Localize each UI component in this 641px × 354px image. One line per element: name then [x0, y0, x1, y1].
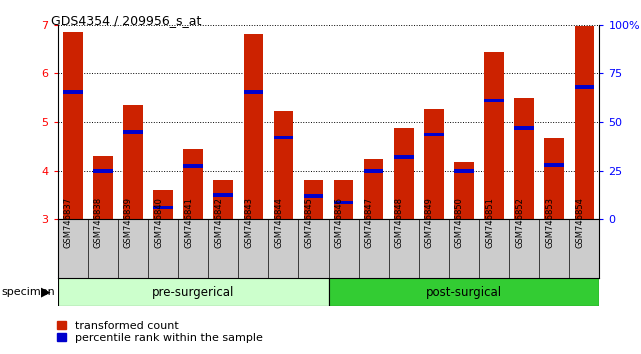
Text: ▶: ▶ [41, 286, 51, 298]
Bar [183, 149, 203, 219]
Text: GSM746837: GSM746837 [63, 197, 72, 248]
Bar [123, 105, 143, 219]
Text: GSM746851: GSM746851 [485, 197, 494, 248]
Bar [93, 156, 113, 219]
Bar [544, 138, 564, 219]
Bar [304, 194, 323, 198]
Bar [123, 130, 143, 133]
Bar [394, 129, 413, 219]
Legend: transformed count, percentile rank within the sample: transformed count, percentile rank withi… [57, 321, 262, 343]
Bar [153, 190, 173, 219]
Text: GSM746853: GSM746853 [545, 197, 554, 248]
Text: GSM746842: GSM746842 [214, 197, 223, 248]
Bar [93, 169, 113, 172]
Text: pre-surgerical: pre-surgerical [152, 286, 235, 298]
Text: GSM746848: GSM746848 [395, 197, 404, 248]
Bar [213, 179, 233, 219]
Text: GSM746846: GSM746846 [335, 197, 344, 248]
Text: post-surgical: post-surgical [426, 286, 502, 298]
Bar [454, 162, 474, 219]
Bar [424, 133, 444, 136]
Text: GSM746849: GSM746849 [425, 197, 434, 248]
Bar [274, 136, 293, 139]
Bar [334, 179, 353, 219]
Bar [304, 179, 323, 219]
Bar [424, 108, 444, 219]
Bar [63, 32, 83, 219]
Bar [244, 34, 263, 219]
Text: GSM746844: GSM746844 [274, 197, 283, 248]
Bar [213, 193, 233, 197]
Text: GSM746845: GSM746845 [304, 197, 313, 248]
Bar [63, 90, 83, 94]
Text: GSM746841: GSM746841 [184, 197, 193, 248]
Bar [183, 164, 203, 168]
Bar [514, 126, 534, 130]
Text: GDS4354 / 209956_s_at: GDS4354 / 209956_s_at [51, 14, 202, 27]
Bar [544, 163, 564, 167]
Text: GSM746850: GSM746850 [455, 197, 464, 248]
Text: GSM746838: GSM746838 [94, 197, 103, 248]
Text: specimen: specimen [1, 287, 55, 297]
Bar [574, 26, 594, 219]
Bar [484, 52, 504, 219]
Bar [334, 201, 353, 204]
Bar [244, 90, 263, 94]
Bar [364, 169, 383, 172]
Bar [328, 278, 599, 306]
Bar [454, 169, 474, 172]
Bar [484, 98, 504, 102]
Bar [153, 206, 173, 209]
Bar [58, 278, 328, 306]
Bar [514, 98, 534, 219]
Text: GSM746852: GSM746852 [515, 197, 524, 248]
Bar [574, 85, 594, 89]
Text: GSM746847: GSM746847 [365, 197, 374, 248]
Text: GSM746854: GSM746854 [575, 197, 585, 248]
Bar [274, 112, 293, 219]
Text: GSM746839: GSM746839 [124, 197, 133, 248]
Bar [394, 155, 413, 159]
Bar [364, 159, 383, 219]
Text: GSM746840: GSM746840 [154, 197, 163, 248]
Text: GSM746843: GSM746843 [244, 197, 253, 248]
